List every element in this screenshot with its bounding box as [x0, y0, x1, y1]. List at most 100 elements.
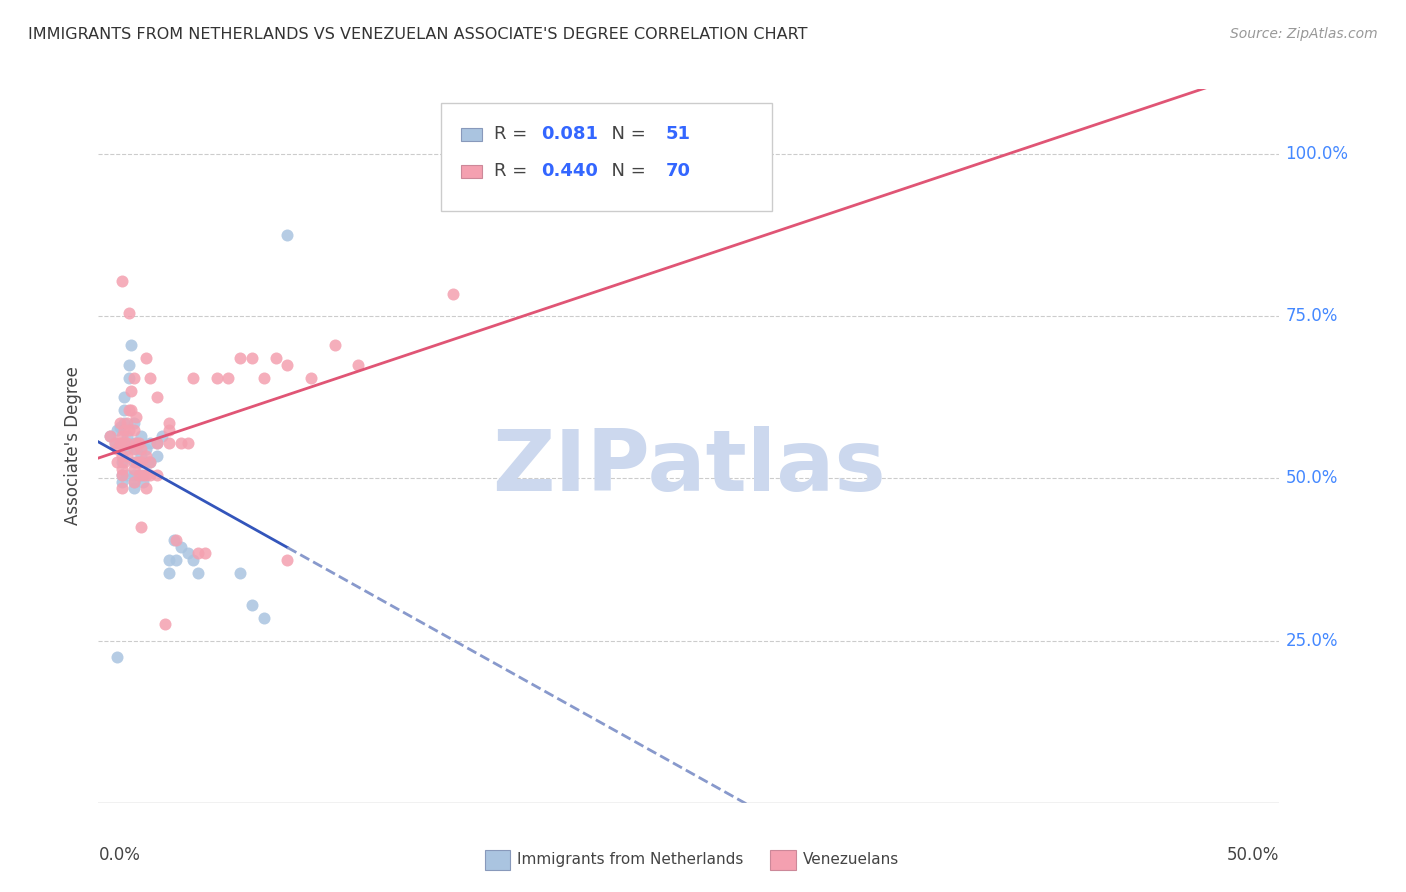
Point: [111, 468, 134, 483]
Point: [122, 417, 145, 431]
Point: [128, 455, 150, 469]
Point: [129, 520, 152, 534]
Point: [129, 429, 152, 443]
Point: [187, 566, 209, 580]
Point: [157, 417, 180, 431]
Point: [105, 442, 128, 457]
Point: [105, 455, 128, 469]
Point: [157, 552, 180, 566]
Point: [111, 429, 134, 443]
Point: [146, 435, 169, 450]
Text: 0.0%: 0.0%: [98, 846, 141, 863]
Point: [132, 475, 155, 489]
Text: 70: 70: [665, 162, 690, 180]
Text: 50.0%: 50.0%: [1227, 846, 1279, 863]
Point: [121, 338, 143, 352]
Point: [125, 435, 148, 450]
Point: [111, 461, 134, 475]
Point: [347, 358, 370, 372]
Point: [276, 228, 298, 243]
Point: [98, 429, 121, 443]
Text: 0.440: 0.440: [541, 162, 598, 180]
Y-axis label: Associate's Degree: Associate's Degree: [65, 367, 83, 525]
Point: [118, 403, 141, 417]
Point: [111, 468, 134, 483]
Point: [240, 351, 263, 366]
Point: [122, 475, 145, 489]
Point: [115, 435, 138, 450]
Point: [139, 371, 162, 385]
Point: [135, 449, 157, 463]
Point: [122, 423, 145, 437]
Point: [139, 455, 162, 469]
Point: [129, 455, 152, 469]
Point: [163, 533, 186, 547]
Text: 75.0%: 75.0%: [1285, 307, 1337, 326]
Point: [112, 417, 135, 431]
Point: [146, 390, 169, 404]
Text: 51: 51: [665, 125, 690, 143]
Point: [115, 449, 138, 463]
Point: [205, 371, 228, 385]
Point: [118, 358, 141, 372]
Point: [253, 371, 276, 385]
Point: [129, 442, 152, 457]
Text: 100.0%: 100.0%: [1285, 145, 1348, 163]
Point: [135, 468, 157, 483]
Point: [111, 449, 134, 463]
Point: [181, 552, 204, 566]
Text: Immigrants from Netherlands: Immigrants from Netherlands: [517, 853, 744, 867]
Point: [170, 435, 193, 450]
Point: [129, 468, 152, 483]
Point: [118, 423, 141, 437]
Point: [181, 371, 204, 385]
Point: [111, 435, 134, 450]
Point: [177, 546, 200, 560]
Text: Venezuelans: Venezuelans: [803, 853, 898, 867]
Point: [157, 423, 180, 437]
Point: [111, 481, 134, 495]
Point: [153, 617, 176, 632]
Point: [217, 371, 239, 385]
Point: [108, 417, 131, 431]
Point: [104, 435, 127, 450]
Point: [187, 546, 209, 560]
Point: [136, 455, 159, 469]
Point: [125, 409, 148, 424]
Text: Source: ZipAtlas.com: Source: ZipAtlas.com: [1230, 27, 1378, 41]
FancyBboxPatch shape: [461, 128, 482, 141]
Point: [194, 546, 217, 560]
Text: 0.081: 0.081: [541, 125, 599, 143]
Point: [108, 419, 131, 434]
Point: [165, 533, 187, 547]
Point: [111, 475, 134, 489]
Point: [165, 552, 187, 566]
Point: [229, 351, 252, 366]
Point: [104, 435, 127, 450]
Point: [111, 274, 134, 288]
Point: [128, 468, 150, 483]
Point: [240, 598, 263, 612]
Point: [157, 566, 180, 580]
Point: [229, 566, 252, 580]
Text: 50.0%: 50.0%: [1285, 469, 1337, 487]
Point: [121, 384, 143, 398]
Text: R =: R =: [494, 162, 533, 180]
Point: [112, 423, 135, 437]
Point: [115, 468, 138, 483]
Point: [125, 455, 148, 469]
Point: [112, 403, 135, 417]
Point: [112, 455, 135, 469]
Text: ZIPatlas: ZIPatlas: [492, 425, 886, 509]
Point: [139, 455, 162, 469]
Point: [323, 338, 346, 352]
Point: [112, 390, 135, 404]
Text: R =: R =: [494, 125, 533, 143]
Point: [135, 481, 157, 495]
Point: [122, 481, 145, 495]
Point: [108, 435, 131, 450]
Text: IMMIGRANTS FROM NETHERLANDS VS VENEZUELAN ASSOCIATE'S DEGREE CORRELATION CHART: IMMIGRANTS FROM NETHERLANDS VS VENEZUELA…: [28, 27, 807, 42]
Point: [105, 423, 128, 437]
Point: [128, 468, 150, 483]
Text: N =: N =: [600, 125, 652, 143]
